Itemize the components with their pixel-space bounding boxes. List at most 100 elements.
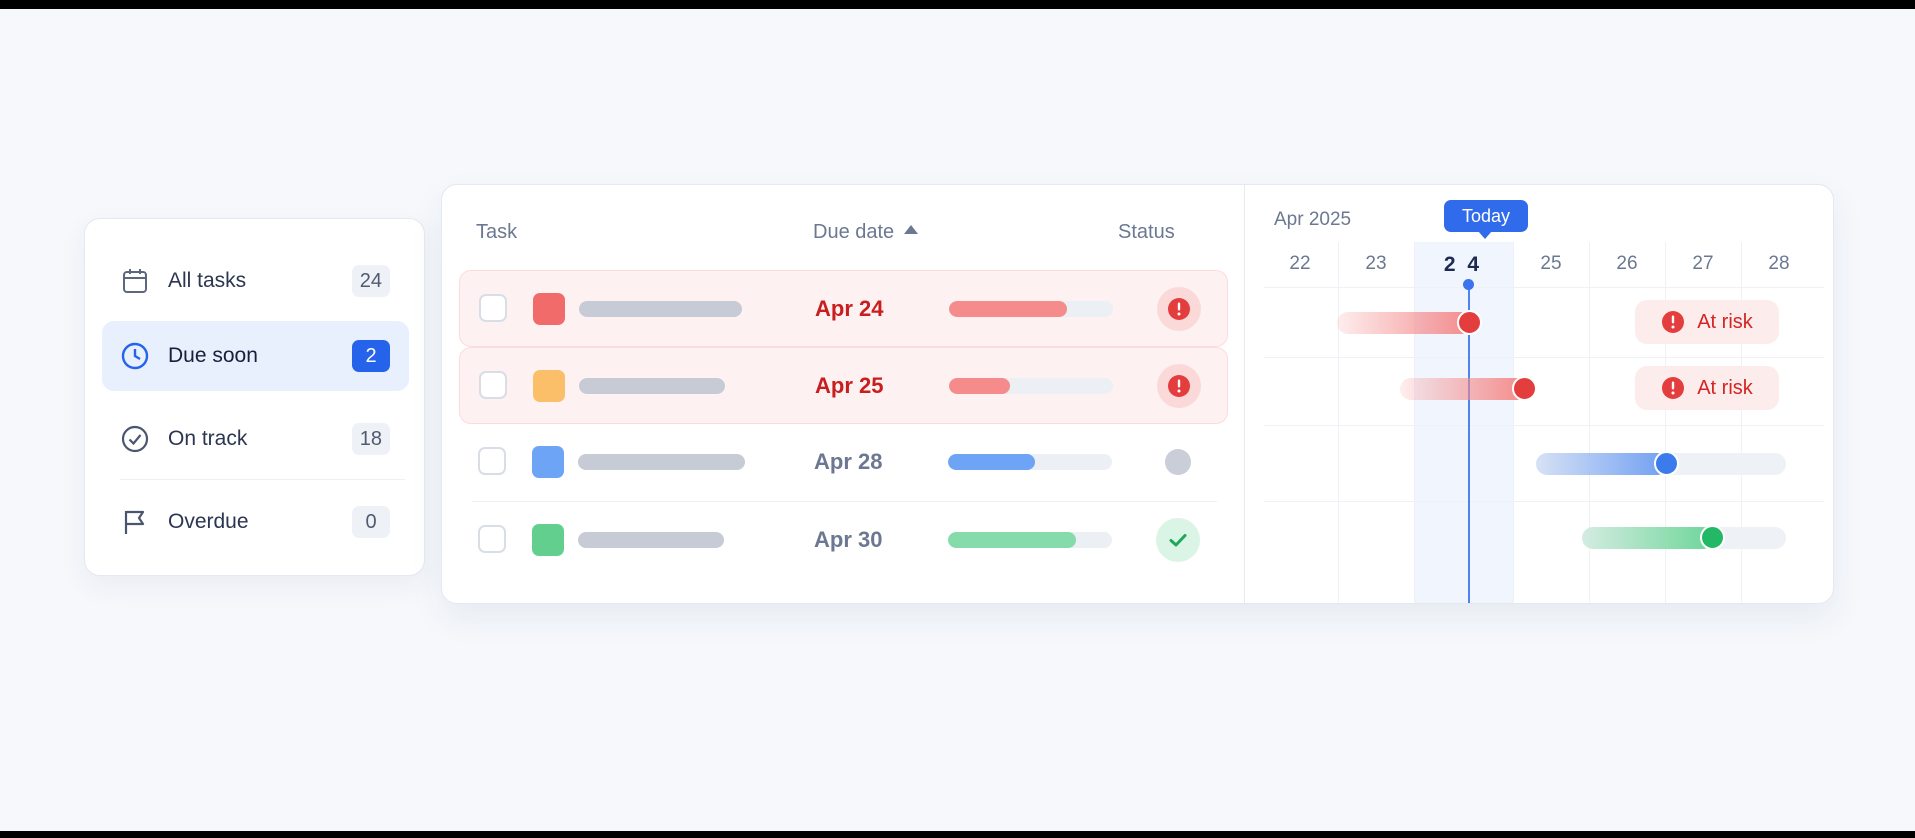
progress-bar [949,301,1113,317]
due-date: Apr 28 [814,449,883,474]
row-checkbox[interactable] [479,294,507,322]
task-name-placeholder [578,454,745,470]
gantt-bar[interactable] [1337,312,1473,334]
filter-label: Overdue [168,510,249,533]
table-row[interactable]: Apr 25 [459,347,1228,424]
timeline-day: 28 [1768,253,1790,274]
table-row[interactable]: Apr 28 [459,424,1228,501]
filter-due-soon[interactable]: Due soon 2 [102,321,409,391]
filter-overdue[interactable]: Overdue 0 [102,487,409,557]
timeline-day: 25 [1540,253,1562,274]
row-checkbox[interactable] [478,447,506,475]
timeline-day: 26 [1616,253,1638,274]
task-color-swatch [532,524,564,556]
bottom-border [0,831,1915,838]
filter-label: On track [168,427,248,450]
at-risk-badge: At risk [1635,300,1779,344]
filter-label: Due soon [168,344,258,367]
top-border [0,0,1915,9]
task-name-placeholder [579,301,742,317]
task-color-swatch [532,446,564,478]
grid-line [1513,242,1514,603]
timeline-day-today: 2 4 [1443,253,1483,276]
gantt-bar[interactable] [1400,378,1528,400]
task-color-swatch [533,370,565,402]
at-risk-label: At risk [1697,310,1753,333]
header-label: Due date [813,221,895,243]
filter-count: 24 [351,265,390,297]
due-date: Apr 30 [814,527,883,552]
filter-panel: All tasks 24 Due soon 2 On track 18 Over… [84,218,425,576]
status-at-risk[interactable] [1157,364,1201,408]
progress-bar [948,532,1112,548]
grid-line [1264,357,1824,358]
filter-count: 18 [351,423,390,455]
status-at-risk[interactable] [1157,287,1201,331]
at-risk-label: At risk [1697,376,1753,399]
progress-bar [948,454,1112,470]
alert-icon [1168,298,1190,320]
table-row[interactable]: Apr 30 [459,502,1228,579]
clock-icon [120,341,150,371]
row-divider [472,501,1217,502]
grid-line [1414,242,1415,603]
today-column-highlight [1414,242,1513,603]
progress-fill [949,378,1010,394]
grid-line [1338,242,1339,603]
calendar-icon [120,266,150,296]
gantt-bar-handle[interactable] [1457,310,1482,335]
check-circle-icon [120,424,150,454]
flag-icon [120,507,150,537]
status-neutral[interactable] [1156,440,1200,484]
filter-count: 0 [352,506,390,538]
task-color-swatch [533,293,565,325]
column-header-task[interactable]: Task [476,221,518,243]
filter-on-track[interactable]: On track 18 [102,404,409,474]
timeline-day: 23 [1365,253,1387,274]
grid-line [1741,242,1742,603]
alert-icon [1661,310,1685,334]
progress-fill [948,532,1076,548]
today-line [1468,284,1470,603]
column-header-due-date[interactable]: Due date [813,221,919,244]
progress-bar [949,378,1113,394]
progress-fill [949,301,1068,317]
row-checkbox[interactable] [478,525,506,553]
grid-line [1589,242,1590,603]
timeline-day: 22 [1289,253,1311,274]
filter-label: All tasks [168,269,247,292]
timeline-day: 27 [1692,253,1714,274]
neutral-status-dot [1165,449,1191,475]
gantt-bar[interactable] [1536,453,1668,475]
row-checkbox[interactable] [479,371,507,399]
gantt-bar-handle[interactable] [1654,451,1679,476]
gantt-bar-handle[interactable] [1700,525,1725,550]
today-line-dot [1463,279,1474,290]
task-name-placeholder [579,378,725,394]
today-marker-label: Today [1444,200,1528,239]
gantt-bar[interactable] [1582,527,1714,549]
timeline-month: Apr 2025 [1274,209,1352,230]
task-table-card: Task Due date Status Apr 24 Apr 25 Apr 2… [441,184,1834,604]
grid-line [1665,242,1666,603]
column-header-status[interactable]: Status [1118,221,1175,243]
filter-divider [120,479,405,480]
checkmark-icon [1169,534,1187,547]
filter-count: 2 [352,340,390,372]
status-done[interactable] [1156,518,1200,562]
grid-line [1264,501,1824,502]
alert-icon [1168,375,1190,397]
filter-all-tasks[interactable]: All tasks 24 [102,246,409,316]
due-date: Apr 25 [815,373,884,398]
at-risk-badge: At risk [1635,366,1779,410]
grid-line [1264,287,1824,288]
table-row[interactable]: Apr 24 [459,270,1228,347]
grid-line [1264,425,1824,426]
gantt-bar-handle[interactable] [1512,376,1537,401]
sort-ascending-icon [904,225,919,235]
progress-fill [948,454,1035,470]
task-name-placeholder [578,532,724,548]
alert-icon [1661,376,1685,400]
panel-divider [1244,185,1245,603]
due-date: Apr 24 [815,296,884,321]
